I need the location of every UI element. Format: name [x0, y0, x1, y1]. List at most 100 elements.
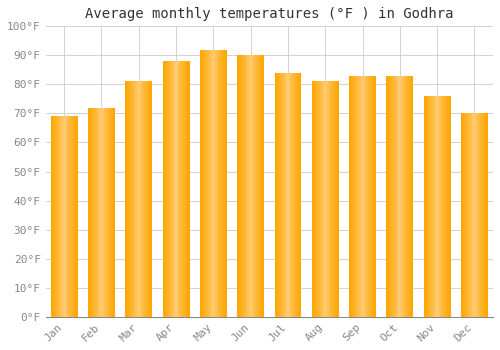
Bar	[59, 116, 60, 317]
Bar	[334, 82, 336, 317]
Bar	[398, 76, 399, 317]
Bar	[202, 49, 203, 317]
Bar	[484, 113, 485, 317]
Bar	[74, 116, 75, 317]
Bar	[88, 108, 90, 317]
Bar	[368, 76, 369, 317]
Bar	[258, 55, 260, 317]
Bar	[400, 76, 401, 317]
Bar	[178, 61, 179, 317]
Bar	[387, 76, 388, 317]
Bar	[356, 76, 357, 317]
Bar	[246, 55, 248, 317]
Bar	[432, 96, 433, 317]
Bar	[141, 82, 142, 317]
Bar	[93, 108, 94, 317]
Bar	[448, 96, 449, 317]
Bar	[405, 76, 406, 317]
Bar	[104, 108, 105, 317]
Bar	[322, 82, 323, 317]
Bar	[359, 76, 360, 317]
Bar	[478, 113, 479, 317]
Bar	[431, 96, 432, 317]
Bar	[471, 113, 472, 317]
Bar	[242, 55, 244, 317]
Bar	[300, 73, 302, 317]
Bar	[440, 96, 441, 317]
Bar	[321, 82, 322, 317]
Bar	[275, 73, 276, 317]
Bar	[112, 108, 113, 317]
Bar	[391, 76, 392, 317]
Bar	[98, 108, 99, 317]
Bar	[200, 49, 202, 317]
Bar	[143, 82, 144, 317]
Bar	[187, 61, 188, 317]
Bar	[446, 96, 447, 317]
Bar	[298, 73, 300, 317]
Bar	[366, 76, 367, 317]
Bar	[262, 55, 264, 317]
Bar	[208, 49, 210, 317]
Bar	[363, 76, 364, 317]
Bar	[109, 108, 110, 317]
Bar	[210, 49, 212, 317]
Bar	[427, 96, 428, 317]
Bar	[406, 76, 407, 317]
Bar	[186, 61, 187, 317]
Bar	[244, 55, 246, 317]
Bar	[52, 116, 53, 317]
Bar	[53, 116, 54, 317]
Bar	[274, 73, 275, 317]
Bar	[238, 55, 239, 317]
Bar	[135, 82, 136, 317]
Bar	[174, 61, 176, 317]
Bar	[136, 82, 137, 317]
Bar	[225, 49, 226, 317]
Bar	[146, 82, 147, 317]
Bar	[320, 82, 321, 317]
Bar	[212, 49, 214, 317]
Bar	[182, 61, 183, 317]
Bar	[132, 82, 134, 317]
Bar	[222, 49, 223, 317]
Bar	[318, 82, 319, 317]
Bar	[134, 82, 135, 317]
Bar	[395, 76, 396, 317]
Bar	[170, 61, 172, 317]
Bar	[65, 116, 66, 317]
Bar	[67, 116, 68, 317]
Bar	[374, 76, 376, 317]
Bar	[113, 108, 114, 317]
Bar	[218, 49, 220, 317]
Bar	[465, 113, 466, 317]
Bar	[137, 82, 138, 317]
Bar	[483, 113, 484, 317]
Bar	[149, 82, 150, 317]
Bar	[361, 76, 362, 317]
Bar	[412, 76, 414, 317]
Bar	[56, 116, 57, 317]
Bar	[336, 82, 338, 317]
Bar	[485, 113, 486, 317]
Bar	[277, 73, 278, 317]
Bar	[312, 82, 313, 317]
Bar	[145, 82, 146, 317]
Bar	[426, 96, 427, 317]
Bar	[100, 108, 101, 317]
Bar	[487, 113, 488, 317]
Bar	[482, 113, 483, 317]
Bar	[284, 73, 286, 317]
Bar	[397, 76, 398, 317]
Bar	[260, 55, 262, 317]
Bar	[66, 116, 67, 317]
Bar	[408, 76, 409, 317]
Bar	[316, 82, 317, 317]
Bar	[237, 55, 238, 317]
Bar	[70, 116, 71, 317]
Bar	[443, 96, 444, 317]
Bar	[472, 113, 473, 317]
Bar	[64, 116, 65, 317]
Bar	[437, 96, 438, 317]
Bar	[220, 49, 221, 317]
